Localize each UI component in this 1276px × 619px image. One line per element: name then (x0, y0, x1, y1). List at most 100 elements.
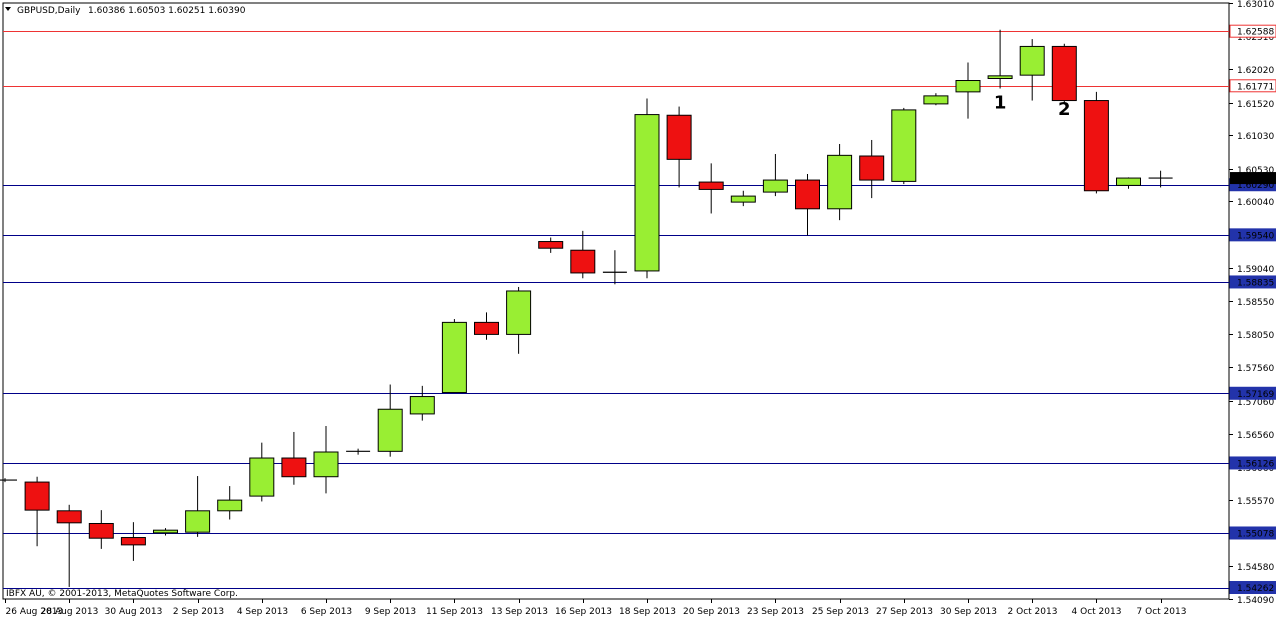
candle-18[interactable] (570, 230, 596, 279)
candle-4[interactable] (120, 522, 146, 561)
candle-0[interactable] (0, 478, 17, 483)
candle-bull-body (506, 290, 532, 335)
level-label-1.59540: 1.59540 (1237, 231, 1274, 241)
x-tick-label: 9 Sep 2013 (365, 607, 416, 617)
level-label-box (1229, 526, 1276, 540)
y-tick-label: 1.57060 (1237, 398, 1274, 408)
candle-11[interactable] (346, 448, 371, 455)
level-label-1.58835: 1.58835 (1237, 278, 1274, 288)
y-tick-label: 1.58550 (1237, 298, 1274, 308)
candle-bull-body (153, 529, 178, 534)
y-tick-label: 1.54580 (1237, 563, 1274, 573)
candle-8[interactable] (249, 442, 275, 502)
y-tick-label: 1.55570 (1237, 497, 1274, 507)
candle-30[interactable] (955, 62, 981, 119)
candle-13[interactable] (409, 385, 435, 421)
candle-bull-body (634, 114, 660, 272)
annotation-2: 2 (1058, 99, 1071, 120)
candle-35[interactable] (1116, 177, 1141, 189)
x-tick-label: 2 Oct 2013 (1008, 607, 1058, 617)
candle-32[interactable] (1019, 39, 1045, 101)
candle-34[interactable] (1083, 91, 1109, 194)
copyright-text: IBFX AU, © 2001-2013, MetaQuotes Softwar… (6, 589, 238, 599)
menu-triangle-icon[interactable] (5, 7, 11, 11)
candle-1[interactable] (24, 476, 50, 547)
candle-7[interactable] (217, 486, 243, 520)
x-tick-label: 26 Aug 2013 (6, 607, 64, 617)
candle-bull-body (313, 451, 339, 478)
level-label-box (1229, 275, 1276, 289)
candle-15[interactable] (474, 312, 499, 340)
level-label-1.61771: 1.61771 (1237, 82, 1274, 92)
candle-21[interactable] (666, 106, 692, 188)
y-tick-label: 1.62020 (1237, 66, 1274, 76)
candle-3[interactable] (88, 510, 114, 549)
candle-bull-body (1116, 177, 1141, 186)
x-tick-label: 30 Sep 2013 (940, 607, 997, 617)
x-tick-label: 28 Aug 2013 (41, 607, 99, 617)
candle-36[interactable] (1148, 170, 1173, 188)
x-tick-label: 2 Sep 2013 (173, 607, 224, 617)
candle-33[interactable] (1051, 43, 1077, 103)
candle-bear-body (56, 510, 82, 524)
candle-bear-body (795, 179, 820, 210)
level-label-box (1229, 228, 1276, 242)
y-tick-label: 1.59040 (1237, 265, 1274, 275)
current-price-label: 1.60390 (1237, 175, 1274, 185)
plot-area-border (2, 2, 1230, 600)
level-label-1.57169: 1.57169 (1237, 390, 1274, 400)
candle-2[interactable] (56, 504, 82, 587)
candle-22[interactable] (698, 163, 724, 214)
candle-12[interactable] (377, 384, 403, 457)
candle-bull-body (217, 499, 243, 512)
candle-bull-body (441, 321, 467, 394)
y-tick-label: 1.57560 (1237, 364, 1274, 374)
y-tick-label: 1.56560 (1237, 431, 1274, 441)
candle-bull-body (377, 408, 403, 452)
candle-20[interactable] (634, 98, 660, 279)
y-tick-label: 1.62510 (1237, 33, 1274, 43)
candle-31[interactable] (987, 29, 1013, 89)
candle-bear-body (88, 522, 114, 539)
candle-bull-body (827, 154, 853, 210)
level-label-box (1229, 456, 1276, 470)
candle-28[interactable] (891, 107, 917, 185)
x-tick-label: 23 Sep 2013 (747, 607, 804, 617)
candle-24[interactable] (762, 154, 788, 197)
candle-5[interactable] (153, 528, 178, 536)
candle-14[interactable] (441, 319, 467, 394)
candle-bull-body (1019, 45, 1045, 76)
candle-bear-body (859, 155, 885, 181)
y-tick-label: 1.54090 (1237, 596, 1274, 606)
level-label-1.62588: 1.62588 (1237, 28, 1274, 38)
candle-bear-body (570, 249, 596, 274)
level-label-box (1229, 79, 1276, 93)
candle-25[interactable] (795, 174, 820, 236)
candle-bear-body (24, 481, 50, 511)
x-tick-label: 4 Sep 2013 (237, 607, 288, 617)
candle-bear-body (120, 537, 146, 546)
candle-9[interactable] (281, 431, 307, 485)
candle-bull-body (730, 195, 756, 203)
candle-29[interactable] (923, 93, 949, 106)
level-label-box (1229, 581, 1276, 595)
symbol-label: GBPUSD,Daily (17, 6, 81, 16)
candle-10[interactable] (313, 425, 339, 494)
candle-bull-body (955, 80, 981, 93)
candle-16[interactable] (506, 286, 532, 354)
candle-26[interactable] (827, 143, 853, 221)
candle-19[interactable] (602, 250, 627, 285)
y-tick-label: 1.58050 (1237, 331, 1274, 341)
candle-17[interactable] (538, 237, 564, 253)
candle-bull-body (409, 396, 435, 415)
x-tick-label: 18 Sep 2013 (619, 607, 676, 617)
candle-27[interactable] (859, 139, 885, 199)
ohlc-readout: 1.60386 1.60503 1.60251 1.60390 (88, 6, 246, 16)
candle-bear-body (698, 181, 724, 190)
current-price-box (1230, 172, 1276, 185)
annotation-1: 1 (994, 93, 1007, 114)
candle-23[interactable] (730, 190, 756, 207)
candle-6[interactable] (185, 476, 211, 537)
candle-bear-body (474, 321, 499, 335)
